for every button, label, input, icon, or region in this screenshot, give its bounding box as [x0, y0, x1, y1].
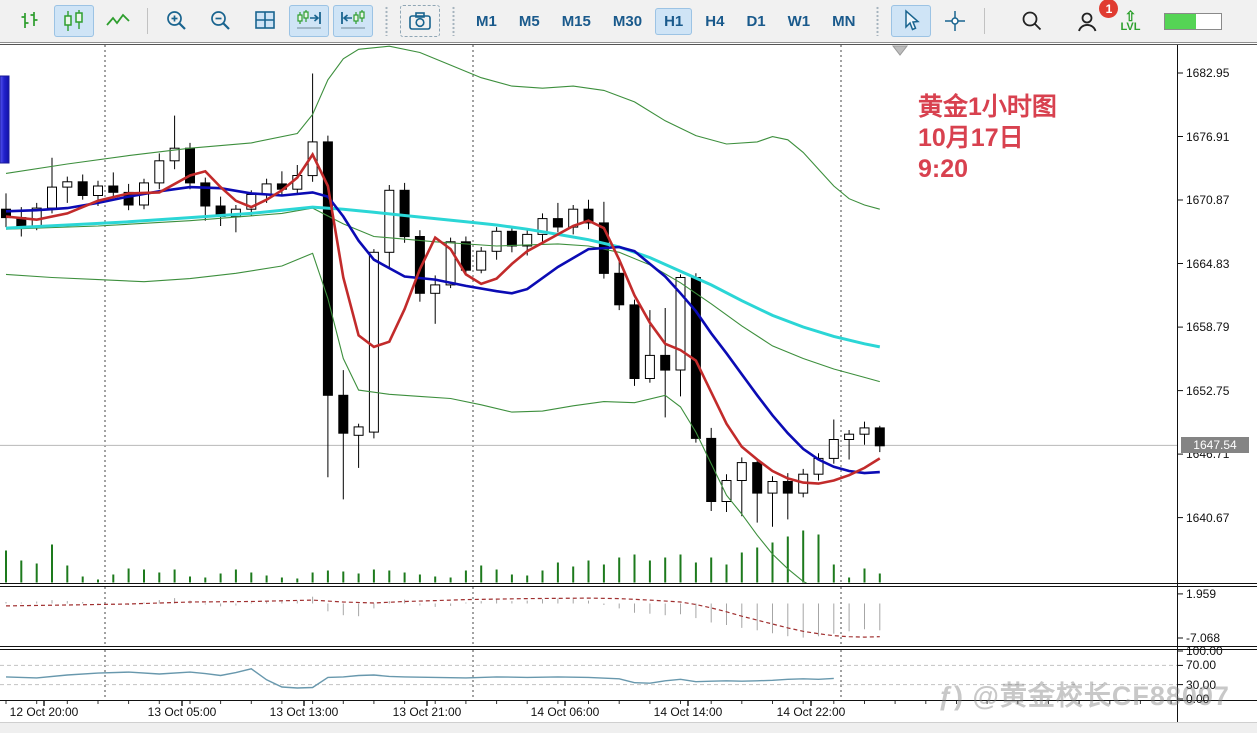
time-axis-label: 12 Oct 20:00	[9, 705, 79, 719]
annotation-line: 黄金1小时图	[918, 93, 1057, 121]
time-axis-label: 14 Oct 06:00	[530, 705, 600, 719]
candlestick-chart-icon	[64, 10, 83, 31]
auto-scroll-button[interactable]	[333, 5, 373, 37]
timeframe-mn[interactable]: MN	[832, 12, 856, 30]
macd-axis-label: 1.959	[1186, 586, 1217, 601]
annotation-line: 10月17日	[918, 124, 1024, 152]
level-meter	[1164, 12, 1223, 30]
watermark: ƒ) @黄金校长CF88097	[938, 674, 1230, 713]
price-axis[interactable]: 1647.54 1682.95 1676.91 1670.87 1664.83 1658…	[1178, 44, 1257, 722]
chart-annotation: 黄金1小时图 10月17日 9:20	[918, 92, 1057, 185]
profile-icon	[1078, 12, 1097, 32]
time-axis-label: 13 Oct 05:00	[147, 705, 217, 719]
zoom-out-button[interactable]	[201, 5, 241, 37]
search-button[interactable]	[1012, 5, 1052, 37]
oscillator-axis-label: 70.00	[1186, 658, 1217, 673]
lvl-label: LVL	[1120, 21, 1141, 33]
timeframe-m1[interactable]: M1	[476, 12, 497, 30]
annotation-line: 9:20	[918, 155, 969, 183]
profile-button[interactable]: 1	[1068, 0, 1119, 37]
timeframe-m30[interactable]: M30	[612, 12, 643, 30]
timeframe-group: M1 M5 M15 M30 H1 H4 D1 W1 MN	[465, 7, 866, 35]
watermark-logo-icon: ƒ)	[938, 681, 965, 711]
search-icon	[1023, 11, 1042, 31]
toolbar-separator	[984, 8, 986, 34]
screenshot-button[interactable]	[400, 5, 440, 37]
cursor-button[interactable]	[891, 5, 932, 37]
price-axis-label: 1658.79	[1186, 320, 1230, 335]
bar-chart-button[interactable]	[10, 5, 50, 37]
toolbar-drag-handle[interactable]	[875, 6, 881, 36]
shift-chart-end-icon	[297, 10, 321, 29]
bar-chart-icon	[21, 12, 38, 28]
status-strip	[0, 722, 1257, 733]
notification-badge: 1	[1099, 0, 1119, 18]
zoom-in-button[interactable]	[157, 5, 197, 37]
toolbar-drag-handle[interactable]	[451, 6, 456, 36]
toolbar-separator	[147, 8, 148, 34]
timeframe-m5[interactable]: M5	[518, 12, 540, 30]
cursor-icon	[905, 9, 921, 31]
tile-windows-button[interactable]	[245, 5, 285, 37]
camera-icon	[409, 12, 431, 30]
timeframe-m15[interactable]: M15	[561, 12, 591, 30]
toolbar-drag-handle[interactable]	[384, 6, 389, 36]
auto-scroll-icon	[341, 10, 365, 29]
zoom-in-icon	[167, 11, 186, 30]
price-axis-label: 1640.67	[1186, 510, 1230, 525]
lvl-button[interactable]: ⇧ LVL	[1120, 8, 1141, 33]
shift-chart-end-button[interactable]	[289, 5, 329, 37]
price-axis-label: 1676.91	[1186, 129, 1230, 144]
watermark-text: @黄金校长CF88097	[972, 681, 1230, 711]
current-price-tag: 1647.54	[1181, 437, 1249, 454]
timeframe-d1[interactable]: D1	[746, 12, 766, 30]
oscillator-axis-label: 100.00	[1186, 644, 1223, 658]
macd-axis-label: -7.068	[1186, 630, 1221, 645]
tile-windows-icon	[255, 11, 275, 29]
toolbar: M1 M5 M15 M30 H1 H4 D1 W1 MN 1 ⇧ LVL	[0, 0, 1257, 43]
crosshair-icon	[945, 11, 966, 31]
oscillator-axis-label: 30.00	[1186, 677, 1217, 692]
line-chart-icon	[106, 13, 130, 26]
chart-shift-marker	[891, 45, 909, 56]
time-axis-label: 13 Oct 21:00	[392, 705, 462, 719]
zoom-out-icon	[211, 11, 230, 30]
line-chart-button[interactable]	[98, 5, 138, 37]
price-axis-label: 1664.83	[1186, 256, 1230, 271]
time-axis-label: 14 Oct 14:00	[653, 705, 723, 719]
crosshair-button[interactable]	[935, 5, 975, 37]
lvl-up-arrow-icon: ⇧	[1124, 8, 1137, 24]
candlestick-chart-button[interactable]	[54, 5, 94, 37]
price-axis-label: 1682.95	[1186, 66, 1230, 80]
timeframe-h1[interactable]: H1	[655, 7, 693, 35]
oscillator-axis-label: 0.00	[1186, 692, 1210, 706]
timeframe-h4[interactable]: H4	[705, 12, 725, 30]
price-axis-label: 1652.75	[1186, 383, 1230, 398]
price-axis-label: 1670.87	[1186, 193, 1230, 208]
level-meter-fill	[1165, 13, 1197, 29]
timeframe-w1[interactable]: W1	[787, 12, 811, 30]
time-axis-label: 13 Oct 13:00	[269, 705, 339, 719]
time-axis-label: 14 Oct 22:00	[776, 705, 846, 719]
time-axis[interactable]: 12 Oct 20:00 13 Oct 05:00 13 Oct 13:00 13 O…	[0, 701, 1177, 722]
